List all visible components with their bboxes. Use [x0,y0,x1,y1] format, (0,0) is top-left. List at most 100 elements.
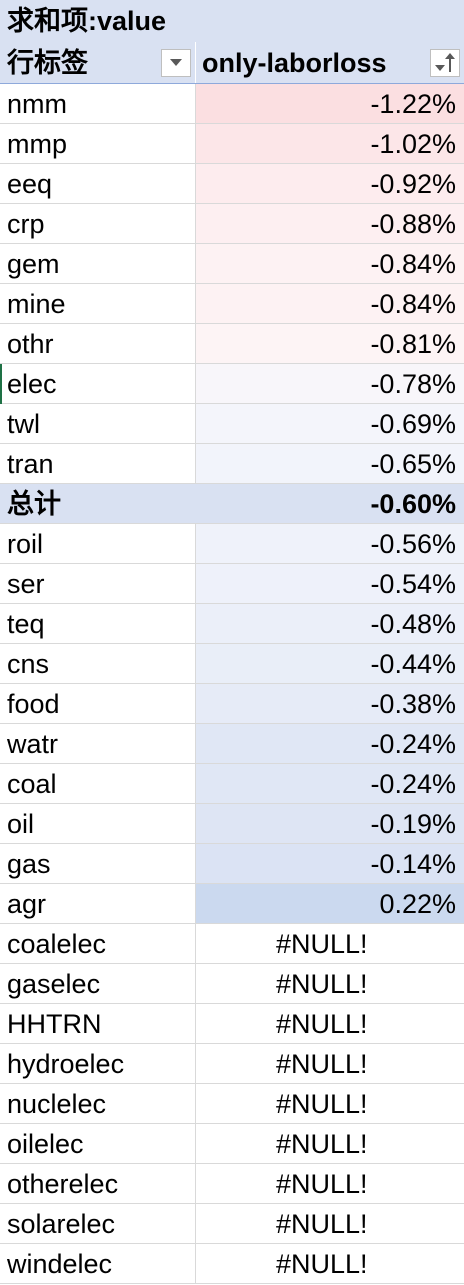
row-label-cell[interactable]: cns [0,644,196,683]
row-label-cell[interactable]: nuclelec [0,1084,196,1123]
row-label-cell[interactable]: hydroelec [0,1044,196,1083]
table-row[interactable]: crp -0.88% [0,204,464,244]
value-cell[interactable]: #NULL! [276,969,368,999]
table-row[interactable]: HHTRN #NULL! [0,1004,464,1044]
row-label-cell[interactable]: watr [0,724,196,763]
table-row[interactable]: windelec #NULL! [0,1244,464,1284]
row-label-cell[interactable]: otherelec [0,1164,196,1203]
value-cell[interactable]: -0.88% [196,204,464,243]
value-cell[interactable]: #NULL! [276,1209,368,1239]
row-label-cell[interactable]: oil [0,804,196,843]
table-row[interactable]: hydroelec #NULL! [0,1044,464,1084]
row-label-cell[interactable]: food [0,684,196,723]
row-label-cell[interactable]: HHTRN [0,1004,196,1043]
table-row[interactable]: twl -0.69% [0,404,464,444]
table-row[interactable]: tran -0.65% [0,444,464,484]
row-label-cell[interactable]: nmm [0,84,196,123]
table-row[interactable]: agr 0.22% [0,884,464,924]
row-label-cell[interactable]: gem [0,244,196,283]
row-label-cell[interactable]: twl [0,404,196,443]
table-row[interactable]: teq -0.48% [0,604,464,644]
row-label-cell[interactable]: agr [0,884,196,923]
table-row[interactable]: oil -0.19% [0,804,464,844]
row-label-cell[interactable]: crp [0,204,196,243]
table-row[interactable]: nuclelec #NULL! [0,1084,464,1124]
value-cell[interactable]: #NULL! [276,1009,368,1039]
value-cell[interactable]: -0.48% [196,604,464,643]
value-cell[interactable]: -1.22% [196,84,464,123]
pivot-column-header-row: 行标签 only-laborloss [0,42,464,84]
table-row[interactable]: solarelec #NULL! [0,1204,464,1244]
table-row[interactable]: gaselec #NULL! [0,964,464,1004]
value-cell[interactable]: -0.81% [196,324,464,363]
table-row[interactable]: coalelec #NULL! [0,924,464,964]
row-label-cell[interactable]: othr [0,324,196,363]
table-row[interactable]: cns -0.44% [0,644,464,684]
table-row[interactable]: mine -0.84% [0,284,464,324]
value-cell[interactable]: #NULL! [276,1249,368,1279]
table-row[interactable]: eeq -0.92% [0,164,464,204]
row-label-cell[interactable]: roil [0,524,196,563]
row-label-cell[interactable]: oilelec [0,1124,196,1163]
value-cell[interactable]: -0.24% [196,764,464,803]
grand-total-row[interactable]: 总计 -0.60% [0,484,464,524]
row-label-cell[interactable]: teq [0,604,196,643]
value-cell[interactable]: -0.24% [196,724,464,763]
pivot-value-header-row: 求和项:value [0,0,464,42]
sum-of-value-label[interactable]: 求和项:value [7,6,167,36]
table-row[interactable]: roil -0.56% [0,524,464,564]
table-row[interactable]: otherelec #NULL! [0,1164,464,1204]
table-row[interactable]: elec -0.78% [0,364,464,404]
value-column-sort-button[interactable] [430,48,460,77]
row-label-cell[interactable]: coalelec [0,924,196,963]
table-row[interactable]: watr -0.24% [0,724,464,764]
row-labels-filter-button[interactable] [161,48,191,77]
null-rows: coalelec #NULL! gaselec #NULL! HHTRN #NULL! hy… [0,924,464,1284]
value-cell[interactable]: -0.78% [196,364,464,403]
value-cell[interactable]: 0.22% [196,884,464,923]
row-label-cell[interactable]: coal [0,764,196,803]
row-label-cell[interactable]: windelec [0,1244,196,1283]
table-row[interactable]: mmp -1.02% [0,124,464,164]
value-cell[interactable]: -0.92% [196,164,464,203]
row-label-cell[interactable]: mmp [0,124,196,163]
row-labels-header-text: 行标签 [7,47,88,78]
value-cell[interactable]: -0.19% [196,804,464,843]
table-row[interactable]: othr -0.81% [0,324,464,364]
table-row[interactable]: oilelec #NULL! [0,1124,464,1164]
value-cell[interactable]: #NULL! [276,1089,368,1119]
value-cell[interactable]: #NULL! [276,1129,368,1159]
row-label-cell[interactable]: gas [0,844,196,883]
table-row[interactable]: nmm -1.22% [0,84,464,124]
value-cell[interactable]: -0.65% [196,444,464,483]
value-cell[interactable]: -0.84% [196,244,464,283]
value-cell[interactable]: -0.69% [196,404,464,443]
table-row[interactable]: gem -0.84% [0,244,464,284]
row-label-cell[interactable]: elec [0,364,196,403]
table-row[interactable]: ser -0.54% [0,564,464,604]
cell-selection-marker [0,364,2,404]
value-column-header[interactable]: only-laborloss [196,42,464,83]
row-label-cell[interactable]: eeq [0,164,196,203]
row-label-cell[interactable]: solarelec [0,1204,196,1243]
value-cell[interactable]: -0.44% [196,644,464,683]
value-cell[interactable]: #NULL! [276,1049,368,1079]
table-row[interactable]: coal -0.24% [0,764,464,804]
value-cell[interactable]: -1.02% [196,124,464,163]
data-rows-before-total: nmm -1.22% mmp -1.02% eeq -0.92% crp -0.88% gem -… [0,84,464,484]
row-label-cell[interactable]: ser [0,564,196,603]
row-labels-header[interactable]: 行标签 [0,42,196,83]
value-cell[interactable]: #NULL! [276,929,368,959]
row-label-cell[interactable]: gaselec [0,964,196,1003]
table-row[interactable]: food -0.38% [0,684,464,724]
row-label-cell[interactable]: tran [0,444,196,483]
value-cell[interactable]: -0.56% [196,524,464,563]
value-cell[interactable]: -0.54% [196,564,464,603]
value-cell[interactable]: -0.84% [196,284,464,323]
value-cell[interactable]: -0.14% [196,844,464,883]
value-cell[interactable]: #NULL! [276,1169,368,1199]
row-label-cell[interactable]: mine [0,284,196,323]
sort-ascending-icon [445,52,455,72]
value-cell[interactable]: -0.38% [196,684,464,723]
table-row[interactable]: gas -0.14% [0,844,464,884]
